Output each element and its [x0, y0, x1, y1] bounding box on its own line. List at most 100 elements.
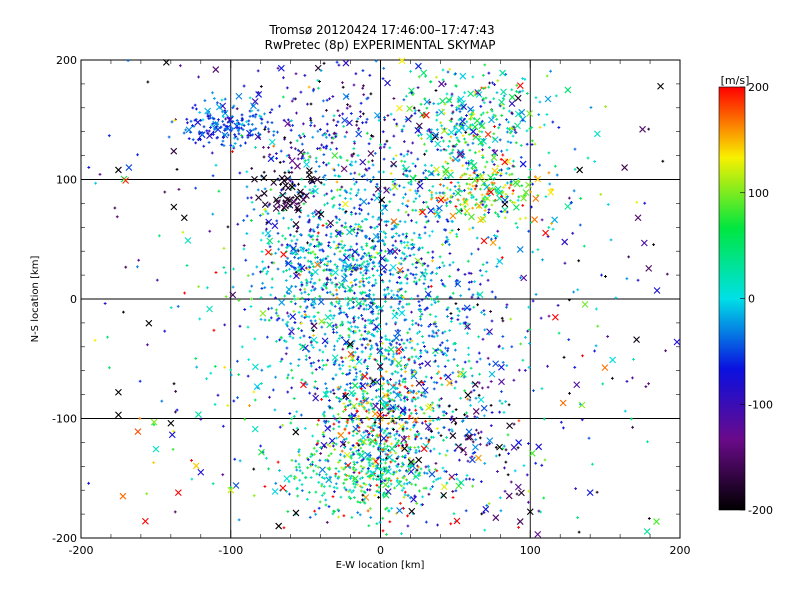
data-point: [384, 507, 387, 511]
data-point: [323, 263, 326, 266]
data-point-x-marker: [513, 180, 521, 188]
data-point: [384, 461, 388, 465]
data-point: [438, 476, 442, 480]
data-points: [87, 57, 681, 538]
data-point: [371, 427, 375, 431]
data-point: [282, 118, 286, 122]
data-point: [505, 303, 509, 307]
data-point: [363, 251, 367, 255]
data-point: [461, 134, 465, 138]
data-point: [333, 344, 336, 348]
colorbar-tick-label: 200: [748, 81, 769, 94]
data-point: [259, 444, 262, 448]
data-point: [415, 435, 419, 439]
data-point-x-marker: [372, 233, 380, 240]
data-point: [338, 258, 342, 261]
data-point: [296, 256, 300, 260]
data-point: [366, 475, 370, 478]
data-point: [317, 480, 321, 484]
data-point: [252, 494, 256, 498]
data-point: [376, 316, 380, 320]
data-point: [146, 80, 150, 84]
data-point: [336, 245, 340, 249]
data-point: [454, 205, 458, 208]
data-point: [172, 382, 176, 386]
data-point: [364, 346, 368, 350]
data-point: [402, 377, 405, 381]
data-point: [352, 339, 356, 343]
data-point: [353, 469, 357, 473]
data-point: [284, 322, 288, 326]
data-point-x-marker: [346, 340, 354, 348]
data-point: [464, 416, 468, 420]
data-point: [317, 165, 321, 168]
data-point: [388, 279, 392, 283]
data-point: [357, 188, 360, 192]
data-point: [473, 169, 477, 173]
data-point: [260, 287, 264, 290]
data-point: [352, 378, 356, 382]
data-point: [420, 271, 424, 275]
data-point: [472, 134, 476, 138]
data-point: [470, 295, 474, 299]
data-point: [247, 133, 250, 137]
data-point: [405, 273, 408, 277]
data-point: [428, 415, 432, 419]
data-point: [545, 113, 549, 116]
data-point: [361, 283, 365, 286]
data-point: [403, 399, 407, 403]
data-point: [517, 368, 521, 372]
data-point: [412, 396, 416, 400]
data-point: [446, 347, 450, 350]
grid-lines: [81, 60, 680, 538]
data-point: [348, 365, 352, 368]
data-point: [414, 397, 417, 401]
data-point: [405, 255, 409, 258]
data-point: [387, 476, 391, 480]
data-point: [172, 429, 175, 433]
data-point-x-marker: [467, 90, 475, 98]
data-point: [504, 448, 508, 452]
data-point: [214, 163, 218, 167]
data-point: [448, 67, 452, 71]
data-point: [470, 193, 474, 197]
data-point: [348, 466, 352, 469]
data-point: [328, 278, 332, 282]
data-point: [500, 191, 504, 195]
data-point: [506, 140, 510, 144]
data-point: [523, 368, 527, 372]
data-point: [279, 193, 282, 197]
data-point: [403, 275, 407, 279]
data-point: [265, 335, 269, 339]
data-point: [329, 452, 333, 456]
data-point: [296, 297, 300, 301]
data-point: [272, 144, 276, 148]
data-point: [385, 338, 389, 341]
data-point: [346, 248, 350, 252]
data-point: [531, 250, 535, 254]
data-point: [389, 305, 393, 309]
data-point: [331, 328, 335, 331]
data-point: [439, 148, 443, 152]
data-point: [503, 183, 507, 187]
data-point: [417, 390, 421, 394]
data-point: [498, 104, 502, 108]
data-point: [471, 75, 475, 79]
data-point: [408, 390, 411, 394]
data-point: [371, 319, 375, 322]
data-point: [402, 435, 406, 439]
data-point: [294, 253, 298, 256]
data-point: [332, 509, 335, 513]
data-point: [397, 288, 400, 292]
data-point: [326, 420, 330, 423]
data-point-x-marker: [347, 296, 354, 304]
data-point: [370, 346, 374, 350]
data-point: [423, 308, 427, 312]
data-point: [335, 234, 338, 238]
data-point: [345, 190, 349, 194]
data-point: [481, 148, 484, 152]
data-point: [255, 265, 259, 269]
data-point: [443, 410, 446, 414]
data-point: [294, 270, 298, 274]
data-point: [413, 494, 417, 498]
